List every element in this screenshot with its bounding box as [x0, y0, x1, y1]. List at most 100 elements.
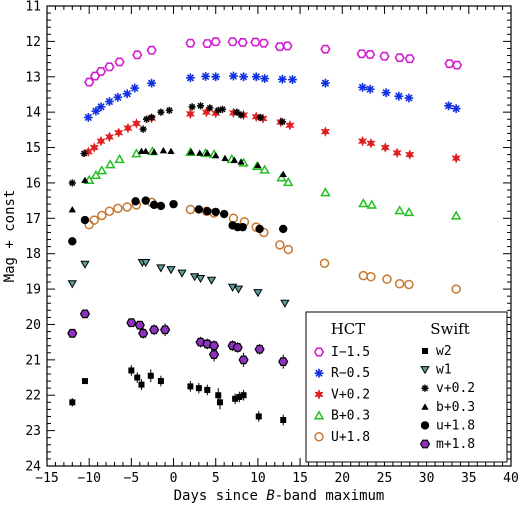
point-r-0-5 — [211, 72, 221, 82]
point-i-1-5 — [444, 59, 455, 69]
point-u-1-8 — [156, 201, 166, 211]
point-m-1-8 — [134, 320, 145, 330]
y-tick-label: 14 — [25, 106, 41, 121]
point-v-0-2 — [131, 118, 142, 129]
point-v-0-2 — [285, 119, 295, 131]
point-v-0-2 — [218, 105, 227, 113]
legend: HCT Swift I−1.5 R−0.5 V+0.2 B+0.3 U+1.8 w2 w1 v… — [305, 311, 508, 463]
point-r-0-5 — [444, 101, 453, 111]
point-u-1-8 — [113, 203, 123, 214]
point-b-0-3 — [358, 198, 369, 208]
x-tick-label: 40 — [503, 471, 519, 486]
point-u-1-8 — [319, 258, 330, 268]
legend-label-b-0-3: b+0.3 — [436, 400, 475, 415]
point-u-1-8 — [68, 237, 77, 246]
x-tick-label: −10 — [77, 471, 100, 486]
point-v-0-2 — [80, 149, 88, 158]
point-u-1-8 — [404, 279, 414, 290]
y-tick-label: 16 — [25, 176, 41, 191]
point-w1 — [80, 260, 90, 269]
point-w2 — [236, 394, 243, 400]
point-r-0-5 — [229, 71, 238, 81]
point-r-0-5 — [321, 78, 330, 88]
point-u-1-8 — [122, 202, 132, 212]
point-i-1-5 — [202, 39, 213, 48]
y-tick-label: 12 — [25, 35, 41, 50]
point-w2 — [240, 392, 247, 399]
point-u-1-8 — [228, 213, 239, 224]
point-v-0-2 — [237, 111, 245, 119]
y-tick-label: 22 — [25, 389, 41, 404]
x-tick-label: 5 — [212, 471, 220, 486]
point-m-1-8 — [67, 328, 78, 338]
legend-label-b-0-3: B+0.3 — [331, 409, 370, 424]
point-m-1-8 — [232, 343, 243, 352]
point-u-1-8 — [382, 274, 392, 284]
point-b-0-3 — [167, 147, 175, 155]
point-i-1-5 — [84, 77, 95, 87]
y-tick-label: 11 — [25, 0, 41, 15]
legend-label-w2: w2 — [436, 344, 452, 359]
point-v-0-2 — [320, 126, 331, 138]
point-b-0-3 — [403, 206, 415, 217]
point-v-0-2 — [405, 149, 415, 161]
point-r-0-5 — [288, 75, 297, 84]
point-r-0-5 — [358, 82, 367, 92]
point-b-0-3 — [366, 199, 378, 209]
point-b-0-3 — [104, 159, 116, 169]
point-b-0-3 — [203, 149, 212, 156]
point-w1 — [233, 285, 244, 294]
point-b-0-3 — [159, 146, 168, 154]
point-v-0-2 — [157, 108, 165, 116]
point-w2 — [215, 392, 222, 399]
point-v-0-2 — [68, 179, 76, 187]
point-w2 — [195, 385, 202, 392]
point-w1 — [141, 259, 151, 268]
point-i-1-5 — [146, 45, 157, 55]
y-axis-title: Mag + const — [2, 190, 18, 283]
point-r-0-5 — [130, 83, 140, 93]
point-m-1-8 — [149, 325, 160, 335]
point-v-0-2 — [89, 142, 99, 154]
point-w2 — [255, 413, 262, 420]
point-r-0-5 — [251, 72, 261, 82]
legend-label-m-1-8: m+1.8 — [436, 437, 475, 452]
point-u-1-8 — [451, 284, 461, 294]
point-b-0-3 — [83, 174, 95, 184]
point-w1 — [166, 266, 176, 275]
point-w2 — [138, 381, 145, 388]
point-u-1-8 — [80, 215, 90, 225]
plot-frame — [46, 5, 512, 467]
x-tick-label: 0 — [170, 471, 178, 486]
legend-header-hct: HCT — [331, 320, 366, 338]
point-r-0-5 — [277, 74, 287, 84]
point-i-1-5 — [132, 50, 143, 60]
point-u-1-8 — [97, 210, 107, 221]
point-u-1-8 — [366, 271, 376, 282]
point-v-0-2 — [188, 103, 196, 111]
point-w1 — [67, 280, 77, 289]
y-tick-label: 20 — [25, 318, 41, 333]
legend-marker-w1 — [420, 366, 430, 375]
point-b-0-3 — [221, 154, 229, 162]
point-u-1-8 — [104, 206, 115, 216]
point-i-1-5 — [274, 42, 285, 52]
point-u-1-8 — [89, 215, 99, 225]
point-i-1-5 — [364, 50, 376, 59]
point-m-1-8 — [278, 357, 289, 367]
point-m-1-8 — [138, 328, 149, 338]
point-w1 — [280, 299, 290, 308]
point-u-1-8 — [211, 207, 220, 217]
y-tick-label: 24 — [25, 460, 41, 475]
legend-marker-v-0-2 — [421, 384, 429, 392]
data-points — [67, 37, 463, 426]
x-tick-label: 30 — [419, 471, 435, 486]
point-i-1-5 — [227, 37, 238, 47]
point-i-1-5 — [451, 60, 463, 70]
point-u-1-8 — [194, 205, 204, 214]
point-u-1-8 — [275, 240, 285, 250]
point-i-1-5 — [250, 37, 261, 47]
point-v-0-2 — [278, 118, 286, 126]
point-i-1-5 — [104, 62, 115, 72]
point-v-0-2 — [104, 131, 115, 143]
